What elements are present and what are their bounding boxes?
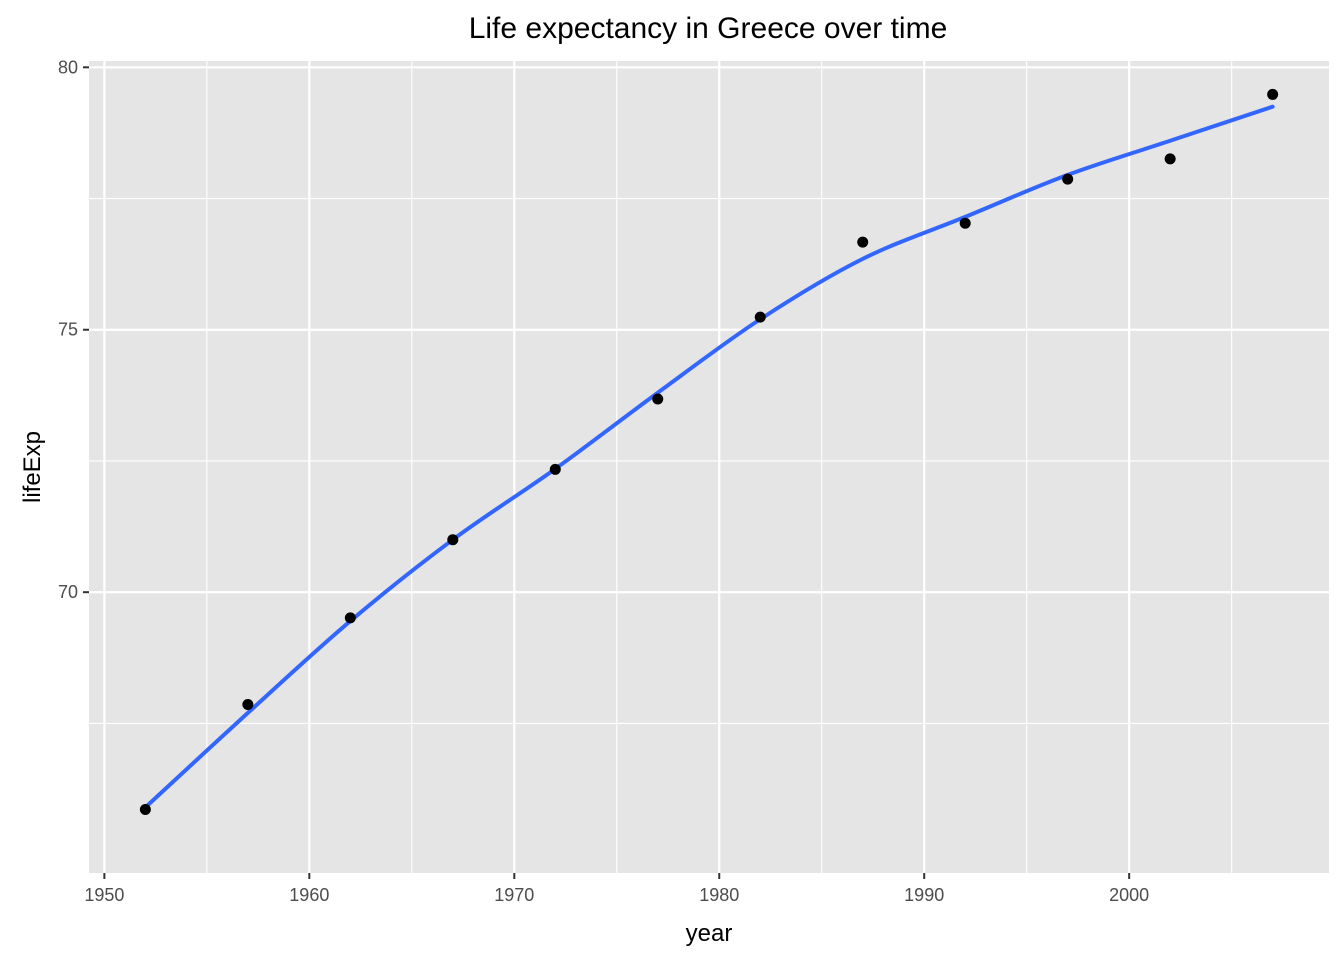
data-point xyxy=(549,463,561,475)
data-point xyxy=(652,393,664,405)
data-point xyxy=(959,217,971,229)
x-tick-label: 1970 xyxy=(494,885,534,905)
x-axis-title: year xyxy=(686,920,733,947)
x-tick-label: 2000 xyxy=(1109,885,1149,905)
data-point xyxy=(754,311,766,323)
y-tick-label: 75 xyxy=(58,320,78,340)
y-tick-label: 80 xyxy=(58,57,78,77)
data-point xyxy=(857,236,869,248)
data-point xyxy=(139,803,151,815)
grid-major xyxy=(89,61,1329,873)
x-tick-label: 1960 xyxy=(289,885,329,905)
y-tick-label: 70 xyxy=(58,582,78,602)
x-tick-label: 1950 xyxy=(84,885,124,905)
x-axis: 1950 1960 1970 1980 1990 2000 xyxy=(84,873,1149,905)
data-point xyxy=(344,612,356,624)
plot-panel xyxy=(89,61,1329,873)
data-point xyxy=(242,699,254,711)
data-point xyxy=(1164,153,1176,165)
y-axis: 70 75 80 xyxy=(58,57,89,602)
data-point xyxy=(1267,88,1279,100)
x-tick-label: 1990 xyxy=(904,885,944,905)
chart-title: Life expectancy in Greece over time xyxy=(469,12,948,45)
points-layer xyxy=(139,88,1279,815)
data-point xyxy=(447,534,459,546)
grid-minor xyxy=(89,61,1329,873)
y-axis-title: lifeExp xyxy=(19,431,46,503)
data-point xyxy=(1062,173,1074,185)
x-tick-label: 1980 xyxy=(699,885,739,905)
